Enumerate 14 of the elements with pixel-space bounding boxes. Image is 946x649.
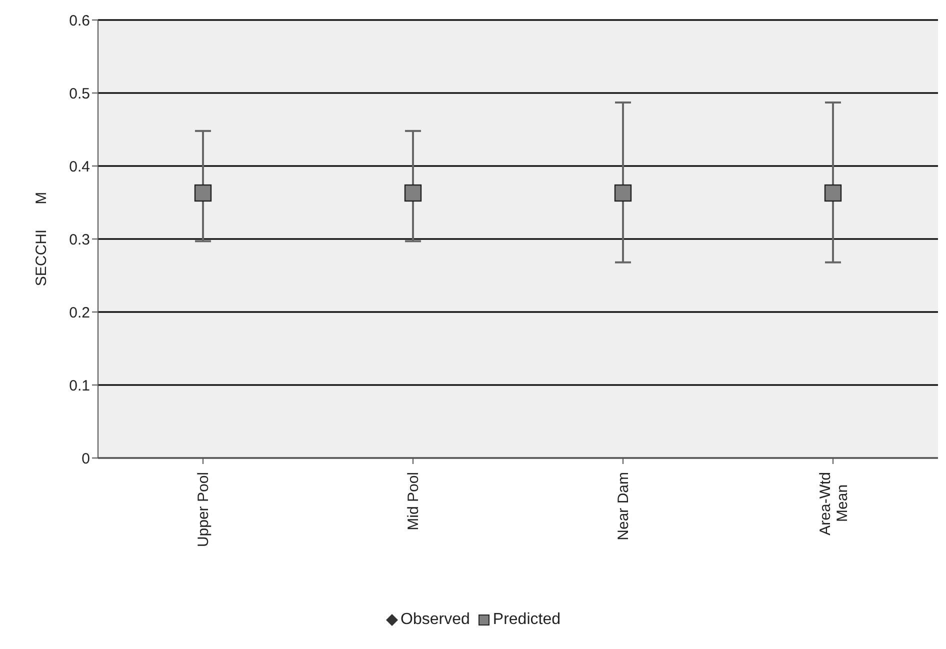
y-tick-label: 0.1 — [69, 377, 90, 394]
y-tick-label: 0.6 — [69, 12, 90, 30]
x-tick-label: Upper Pool — [195, 472, 212, 548]
y-tick-label: 0 — [82, 450, 90, 468]
y-tick-label: 0.5 — [69, 85, 90, 102]
y-axis-title: SECCHI M — [33, 192, 50, 286]
y-tick-label: 0.4 — [69, 158, 90, 176]
y-tick-label: 0.2 — [69, 304, 90, 322]
x-tick-label: Mid Pool — [405, 472, 422, 530]
legend-label: Observed — [400, 611, 470, 629]
y-tick-label: 0.3 — [69, 231, 90, 248]
legend-label: Predicted — [492, 611, 560, 629]
x-tick-label: Near Dam — [615, 472, 632, 540]
x-tick-label: Area-Wtd Mean — [817, 472, 851, 536]
